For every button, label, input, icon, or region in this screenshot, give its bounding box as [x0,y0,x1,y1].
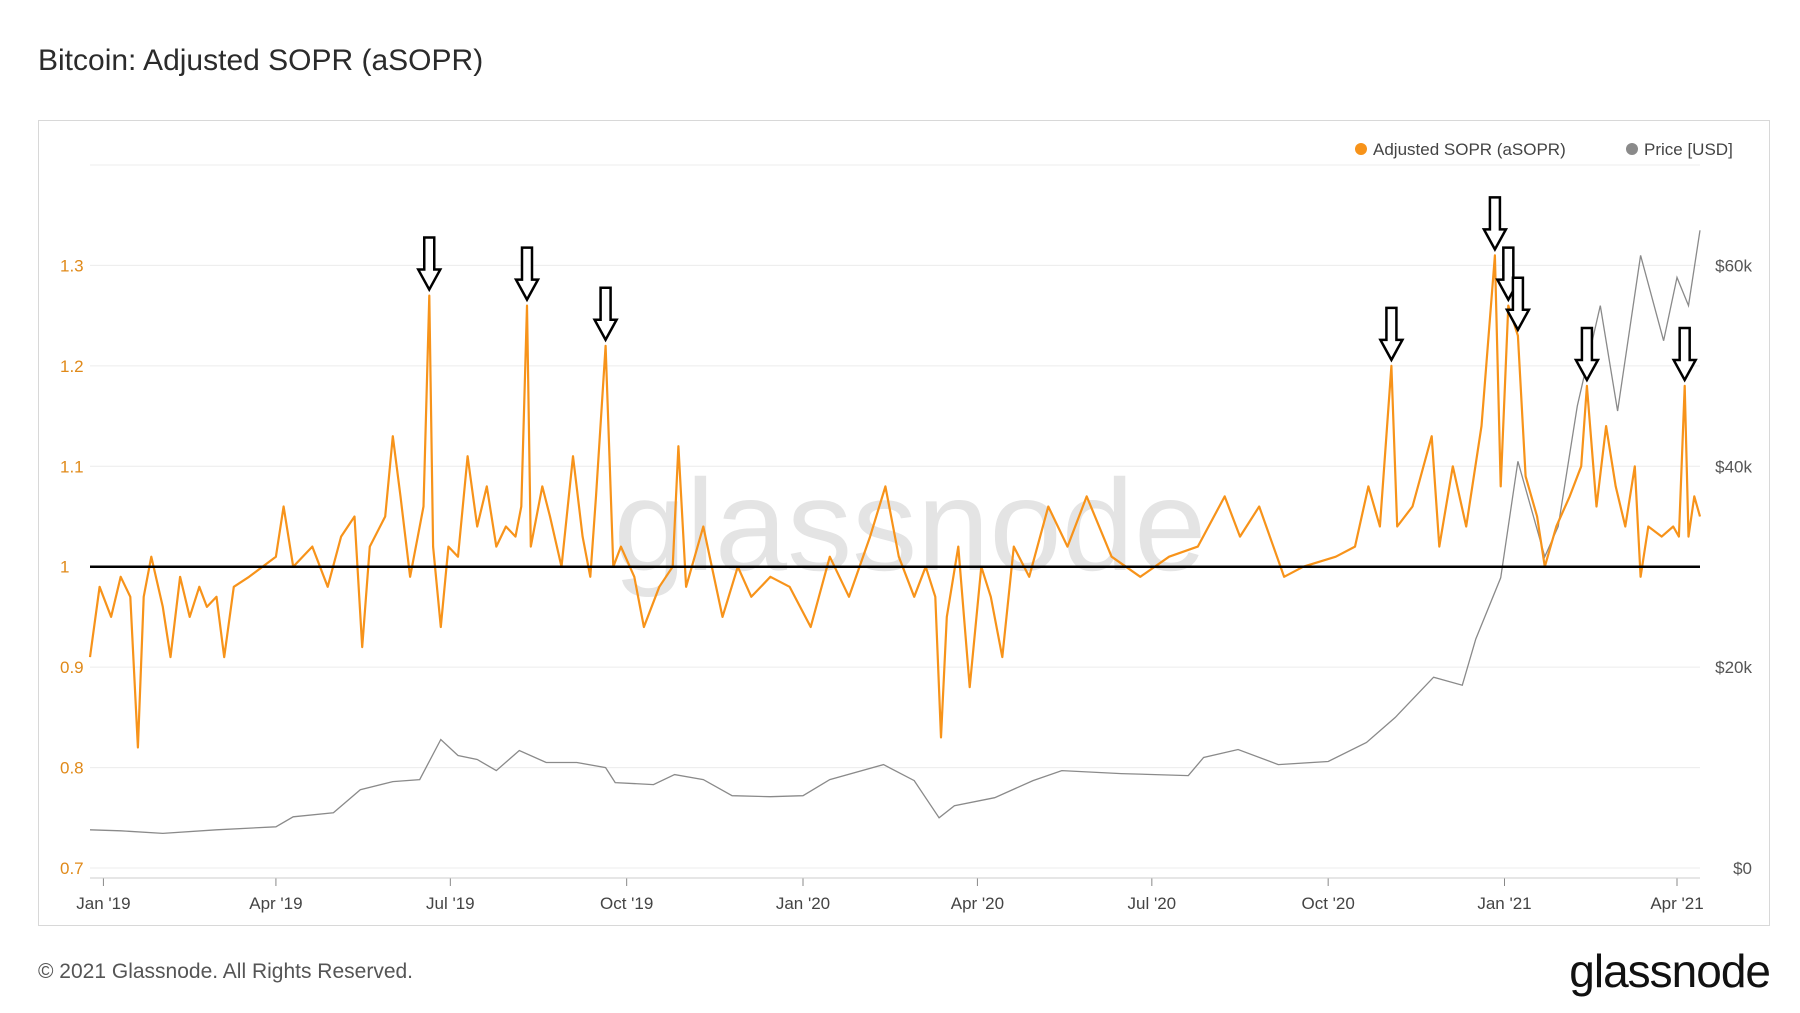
down-arrow-icon [1481,196,1509,252]
x-tick-label: Apr '19 [249,894,302,913]
left-tick-label: 1.1 [60,457,84,476]
x-axis: Jan '19 Apr '19 Jul '19 Oct '19 Jan '20 Apr '… [76,877,1704,913]
right-tick-label: $40k [1715,457,1752,476]
right-tick-label: $60k [1715,256,1752,275]
x-tick-label: Jan '19 [76,894,130,913]
left-tick-label: 1.2 [60,357,84,376]
right-tick-label: $0 [1733,859,1752,878]
brand-logo: glassnode [1569,945,1771,997]
legend-price-label: Price [USD] [1644,140,1733,159]
x-tick-label: Oct '19 [600,894,653,913]
left-tick-label: 0.9 [60,658,84,677]
down-arrow-icon [513,246,541,303]
copyright-footer: © 2021 Glassnode. All Rights Reserved. [38,960,414,983]
left-tick-label: 1 [60,558,69,577]
legend-sopr-label: Adjusted SOPR (aSOPR) [1373,140,1566,159]
down-arrow-icon [1671,326,1698,383]
legend: Adjusted SOPR (aSOPR) Price [USD] [1355,140,1733,159]
x-tick-label: Oct '20 [1302,894,1355,913]
annotation-arrows [416,196,1698,383]
legend-sopr-marker [1355,143,1367,155]
left-tick-label: 0.8 [60,759,84,778]
sopr-series-line [88,254,1702,749]
x-tick-label: Jul '19 [426,894,475,913]
down-arrow-icon [1378,306,1405,363]
right-axis: $0 $20k $40k $60k [1715,256,1752,878]
x-tick-label: Jul '20 [1128,894,1177,913]
left-tick-label: 1.3 [60,256,84,275]
x-tick-label: Apr '21 [1650,894,1703,913]
down-arrow-icon [1573,326,1601,383]
chart-title: Bitcoin: Adjusted SOPR (aSOPR) [38,44,484,77]
down-arrow-icon [592,286,619,343]
grid-lines [90,164,1700,869]
x-tick-label: Jan '20 [776,894,830,913]
x-tick-label: Apr '20 [951,894,1004,913]
watermark-text: glassnode [614,452,1207,598]
left-axis: 0.7 0.8 0.9 1 1.1 1.2 1.3 [60,256,84,878]
chart-frame [38,120,1770,926]
legend-price-marker [1626,143,1638,155]
right-tick-label: $20k [1715,658,1752,677]
down-arrow-icon [416,236,443,293]
down-arrow-icon [1504,276,1532,333]
left-tick-label: 0.7 [60,859,84,878]
x-tick-label: Jan '21 [1477,894,1531,913]
